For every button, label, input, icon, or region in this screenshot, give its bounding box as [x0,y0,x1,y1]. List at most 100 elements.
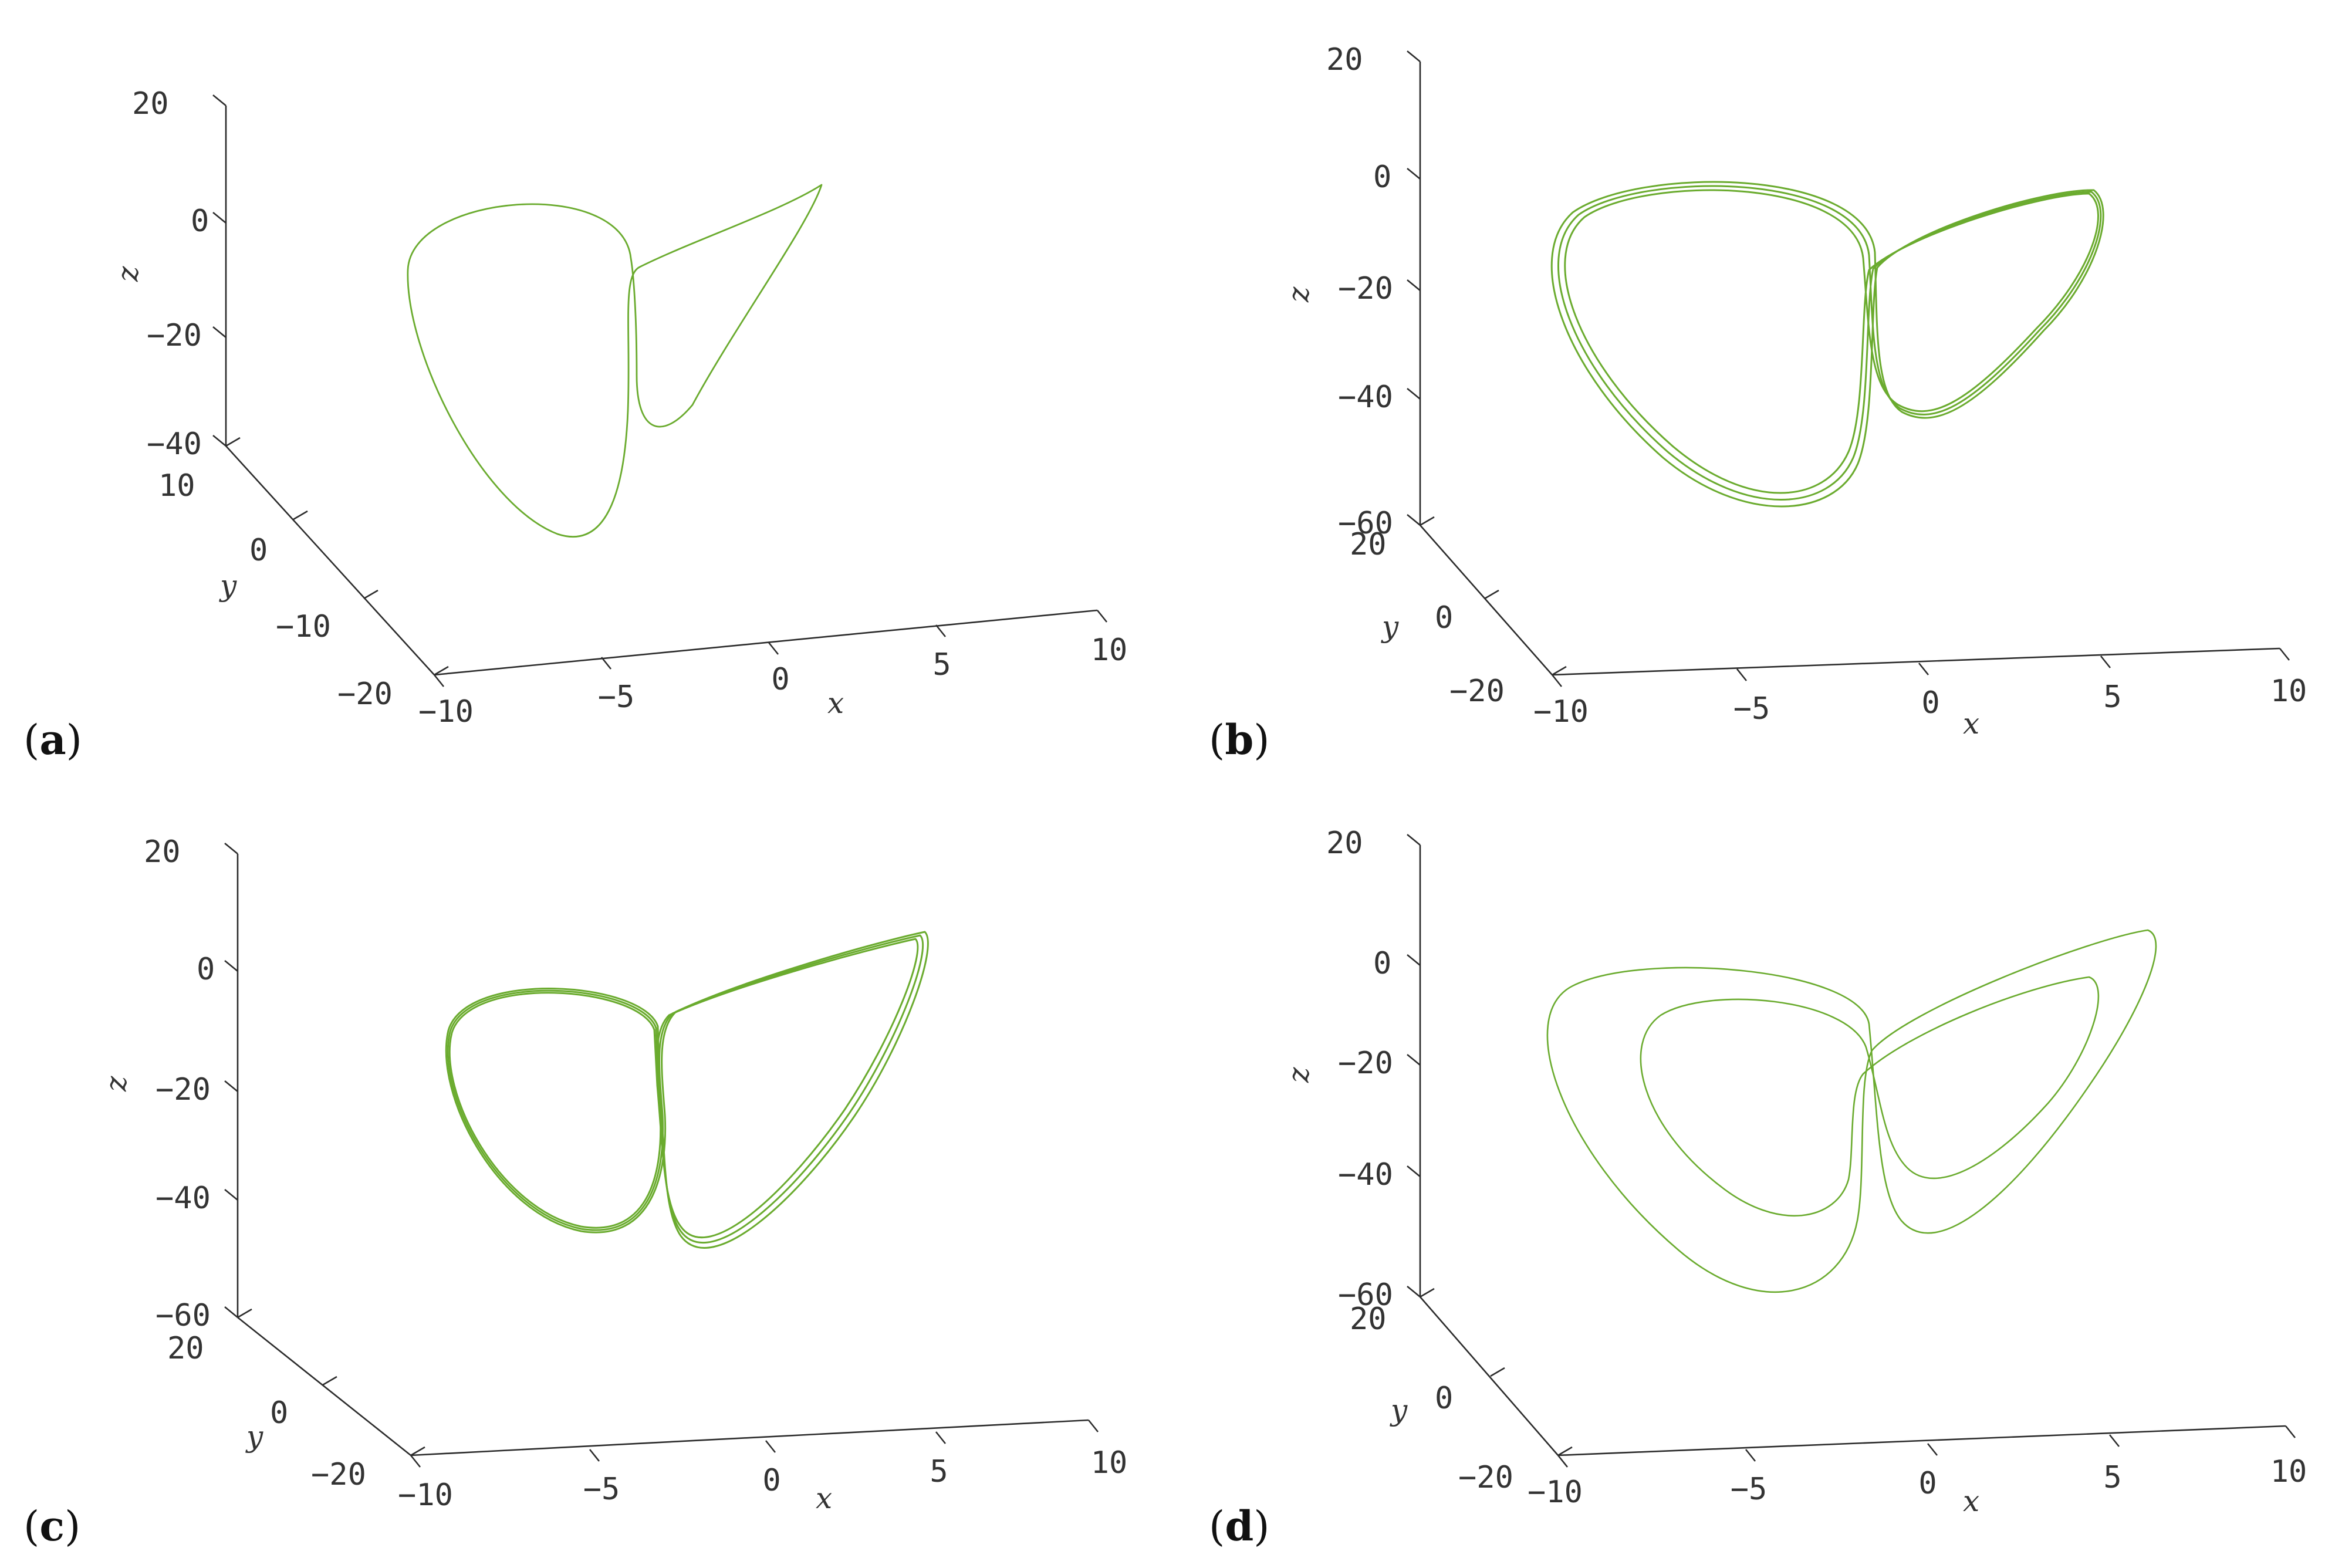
z-tick-label: 20 [1326,826,1363,861]
x-tick-label: −10 [418,694,474,729]
x-tick-mark [768,642,779,655]
x-tick-mark [1918,663,1929,675]
y-axis-label: y [245,1420,263,1454]
x-tick-label: −5 [1733,691,1770,726]
z-tick-label: 0 [1373,946,1391,981]
y-tick-label: −20 [1458,1460,1513,1495]
z-tick-label: −20 [1338,271,1393,306]
panel-label: (a) [23,715,82,764]
z-tick-label: 0 [191,204,209,239]
y-tick-label: 0 [1435,1381,1453,1416]
x-axis-line [1552,647,2280,676]
z-tick-mark [1407,50,1421,63]
panel-label: (d) [1209,1502,1270,1550]
y-axis-line [237,1316,411,1457]
x-tick-mark [1736,668,1748,681]
y-tick-label: −20 [311,1457,366,1492]
z-tick-label: 20 [132,86,169,121]
attractor-trajectory [448,938,919,1239]
y-tick-mark [1484,589,1499,600]
x-tick-label: 5 [2103,680,2121,715]
x-axis-label: x [827,686,844,720]
panel-b: 20 0 −20 −40 −60 z 20 0 −20 y −10 −5 0 5 10 x (b) [1209,42,2307,764]
x-tick-label: −10 [1533,694,1589,729]
y-tick-mark [434,665,449,676]
x-tick-label: 0 [771,662,789,697]
z-tick-label: 20 [144,834,181,870]
x-axis-label: x [816,1481,832,1515]
y-tick-mark [1490,1367,1505,1377]
x-tick-label: 5 [2103,1460,2121,1495]
y-axis-line [225,445,435,675]
x-tick-mark [2279,648,2290,661]
y-tick-label: −20 [337,677,393,712]
z-tick-mark [1407,167,1421,180]
y-tick-label: −10 [276,609,331,644]
y-axis-line [1420,525,1553,675]
z-tick-mark [212,434,227,447]
z-tick-mark [1407,833,1421,846]
x-tick-mark [935,624,947,637]
x-tick-mark [1927,1443,1938,1456]
x-tick-label: 10 [1091,1445,1128,1481]
z-tick-mark [1407,279,1421,292]
x-tick-label: 5 [930,1454,948,1489]
x-tick-label: −10 [398,1478,453,1513]
attractor-trajectory [445,931,929,1249]
y-tick-label: 20 [1350,527,1387,562]
z-axis-label: z [111,266,145,282]
x-tick-mark [1087,1420,1099,1432]
z-tick-label: −40 [156,1181,211,1216]
panel-d: 20 0 −20 −40 −60 z 20 0 −20 y −10 −5 0 5 10 x (d) [1209,826,2307,1550]
z-tick-mark [212,211,227,224]
x-tick-mark [2285,1425,2296,1438]
x-axis-line [434,609,1098,676]
x-axis-label: x [1963,1484,1979,1518]
y-tick-mark [1552,665,1567,676]
y-tick-mark [1557,1446,1573,1457]
x-axis-line [1557,1425,2286,1457]
z-tick-label: 20 [1326,42,1363,77]
x-axis-line [410,1419,1089,1457]
y-axis-label: y [1381,610,1399,644]
y-tick-mark [410,1446,425,1457]
y-tick-label: 20 [167,1331,204,1366]
x-tick-label: 0 [1921,685,1939,721]
z-tick-label: −20 [156,1072,211,1107]
z-tick-label: −20 [1338,1046,1393,1081]
z-tick-mark [224,1306,238,1319]
y-tick-label: −20 [1449,674,1505,709]
x-tick-mark [1745,1449,1756,1462]
attractor-trajectory [1564,189,2099,494]
panel-c: 20 0 −20 −40 −60 z 20 0 −20 y −10 −5 0 5 10 x (c) [23,834,1127,1550]
y-tick-label: 10 [158,468,195,503]
x-tick-mark [600,657,612,670]
y-axis-line [1420,1296,1559,1456]
y-tick-mark [322,1376,337,1386]
z-tick-label: −60 [1338,1278,1393,1313]
x-tick-mark [589,1449,600,1462]
z-tick-mark [1407,513,1421,526]
y-axis-label: y [219,569,237,603]
x-tick-mark [1551,674,1563,687]
x-tick-mark [2108,1434,2120,1447]
y-tick-mark [1420,1287,1435,1298]
attractor-trajectory [447,934,924,1244]
z-tick-mark [1407,1165,1421,1178]
z-tick-label: −60 [1338,506,1393,541]
x-tick-label: 10 [2270,1454,2307,1489]
attractor-trajectory [1640,976,2100,1217]
y-tick-label: 0 [1435,600,1453,636]
y-axis-label: y [1390,1393,1408,1427]
z-axis-label: z [1282,1067,1316,1083]
z-tick-label: −60 [156,1298,211,1333]
attractor-trajectory [407,184,823,538]
y-tick-mark [237,1308,252,1319]
x-tick-mark [2100,655,2111,668]
x-tick-label: −10 [1528,1475,1583,1510]
x-tick-mark [433,674,445,687]
attractor-trajectory [1546,929,2157,1293]
z-tick-label: −40 [1338,1157,1393,1192]
panel-label: (c) [23,1502,80,1550]
